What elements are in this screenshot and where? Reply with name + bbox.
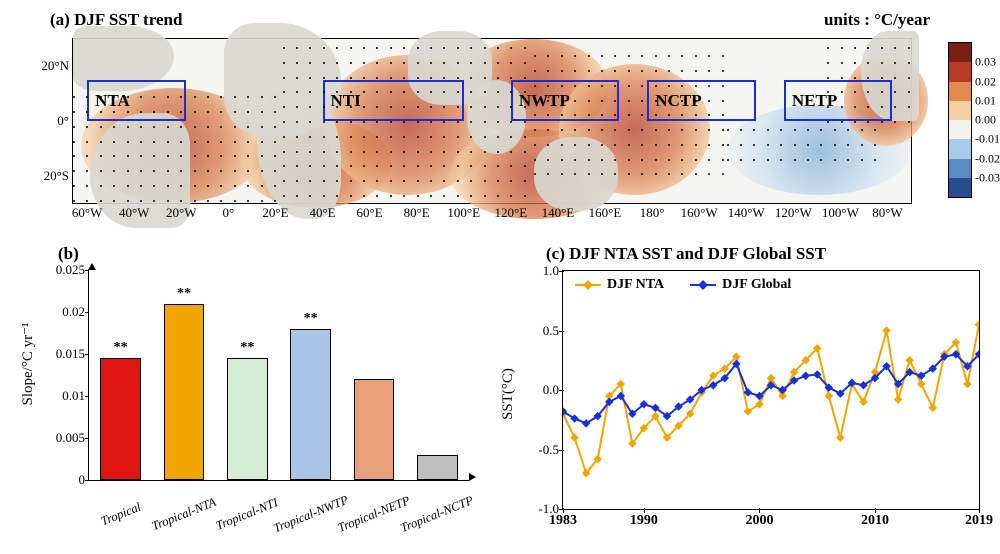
map-xtick: 100°W: [822, 205, 859, 221]
line-xtick: 1990: [630, 513, 658, 529]
bar-sig: **: [304, 311, 318, 327]
bar-ytick: 0.015: [43, 346, 85, 362]
map-xtick: 60°W: [72, 205, 102, 221]
panel-c-ylabel: SST(°C): [500, 368, 517, 420]
figure: (a) DJF SST trend units : °C/year 20°N 0°…: [10, 10, 990, 544]
bar-tropical-nctp: [417, 455, 458, 480]
map-xtick: 0°: [223, 205, 235, 221]
map-xtick: 160°E: [589, 205, 622, 221]
region-box-nta: NTA: [87, 80, 186, 121]
line-xtick: 2010: [861, 513, 889, 529]
region-box-nctp: NCTP: [647, 80, 755, 121]
series-djf-nta: [563, 325, 979, 474]
bar-ytick: 0.01: [43, 388, 85, 404]
map-xtick: 140°E: [542, 205, 575, 221]
bar-sig: **: [177, 286, 191, 302]
map-xtick: 20°W: [166, 205, 196, 221]
bar-tropical-nta: [164, 304, 205, 480]
line-ytick: -0.5: [527, 442, 559, 458]
panel-b-title: (b): [58, 244, 79, 264]
bar-xlabel: Tropical: [98, 500, 142, 530]
colorbar: -0.03-0.02-0.010.000.010.020.03: [948, 42, 972, 198]
bar-ytick: 0.005: [43, 430, 85, 446]
bar-xlabel: Tropical-NTI: [214, 495, 280, 533]
colorbar-tick: -0.01: [975, 132, 1000, 147]
line-ytick: 0.0: [527, 382, 559, 398]
bar-sig: **: [114, 340, 128, 356]
panel-a-titles: (a) DJF SST trend units : °C/year: [10, 10, 990, 34]
bar-ytick: 0.02: [43, 304, 85, 320]
colorbar-tick: -0.03: [975, 170, 1000, 185]
bar-ytick: 0.025: [43, 262, 85, 278]
map-ytick: 20°N: [33, 58, 69, 74]
panel-a: 20°N 0° 20°S 60°W 40°W 20°W 0° 20°E 40°E 60°E 80°E…: [20, 34, 980, 234]
map-xtick: 80°E: [404, 205, 430, 221]
bar-tropical-nwtp: [290, 329, 331, 480]
bar-xlabel: Tropical-NCTP: [399, 493, 476, 536]
panel-b: (b) Slope/°C yr⁻¹ 00.0050.010.0150.020.0…: [10, 244, 488, 544]
bar-sig: **: [240, 340, 254, 356]
bar-tropical-nti: [227, 358, 268, 480]
line-axes: DJF NTA DJF Global -1.0-0.50.00.51.01983…: [562, 270, 980, 510]
map-ytick: 20°S: [33, 168, 69, 184]
panel-b-ylabel: Slope/°C yr⁻¹: [18, 323, 37, 406]
map-ytick: 0°: [33, 113, 69, 129]
map-xtick: 120°W: [775, 205, 812, 221]
map-xtick: 120°E: [495, 205, 528, 221]
line-ytick: 0.5: [527, 323, 559, 339]
colorbar-tick: 0.01: [975, 93, 996, 108]
colorbar-tick: 0.00: [975, 113, 996, 128]
map-xtick: 180°: [640, 205, 665, 221]
map-xtick: 20°E: [262, 205, 288, 221]
map-xtick: 80°W: [872, 205, 902, 221]
map-xtick: 100°E: [447, 205, 480, 221]
bar-tropical-netp: [354, 379, 395, 480]
panel-c-title: (c) DJF NTA SST and DJF Global SST: [546, 244, 826, 264]
panel-a-units: units : °C/year: [824, 10, 930, 30]
map-xtick: 140°W: [728, 205, 765, 221]
colorbar-tick: -0.02: [975, 151, 1000, 166]
bar-ytick: 0: [43, 472, 85, 488]
panel-c: (c) DJF NTA SST and DJF Global SST SST(°…: [492, 244, 990, 544]
map-xtick: 160°W: [681, 205, 718, 221]
bottom-row: (b) Slope/°C yr⁻¹ 00.0050.010.0150.020.0…: [10, 244, 990, 544]
region-box-nti: NTI: [323, 80, 464, 121]
map-xtick: 40°W: [119, 205, 149, 221]
colorbar-tick: 0.02: [975, 74, 996, 89]
bar-axes: 00.0050.010.0150.020.025Tropical**Tropic…: [88, 270, 469, 481]
bar-tropical: [100, 358, 141, 480]
line-xtick: 2000: [745, 513, 773, 529]
map-xtick: 60°E: [357, 205, 383, 221]
bar-xlabel: Tropical-NTA: [150, 495, 219, 534]
line-xtick: 2019: [965, 513, 993, 529]
region-box-netp: NETP: [784, 80, 892, 121]
map-axes: 20°N0°20°S60°W40°W20°W0°20°E40°E60°E80°E…: [72, 38, 912, 204]
line-ytick: 1.0: [527, 263, 559, 279]
line-xtick: 1983: [549, 513, 577, 529]
map-xtick: 40°E: [309, 205, 335, 221]
colorbar-tick: 0.03: [975, 55, 996, 70]
